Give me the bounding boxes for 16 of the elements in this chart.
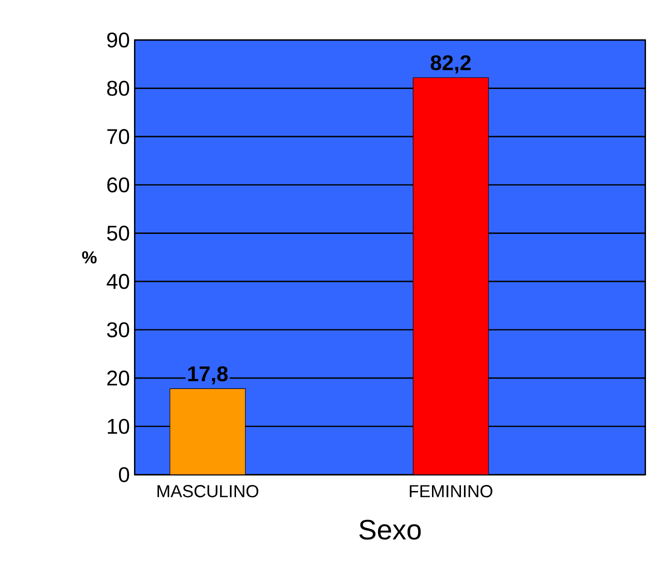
y-axis-title: % — [82, 251, 97, 264]
data-label: 17,8 — [188, 366, 228, 384]
y-tick-label: 0 — [118, 467, 130, 482]
x-tick-label: MASCULINO — [158, 485, 258, 498]
y-tick-label: 30 — [107, 322, 130, 338]
y-tick-label: 80 — [107, 80, 130, 96]
y-tick-label: 10 — [108, 418, 130, 434]
y-tick-label: 60 — [107, 177, 130, 192]
x-tick-label: FEMININO — [410, 485, 492, 498]
y-tick-label: 20 — [107, 370, 130, 386]
y-tick-label: 90 — [107, 32, 130, 48]
y-tick-label: 40 — [106, 274, 130, 290]
y-tick-label: 70 — [107, 129, 130, 144]
data-label: 82,2 — [430, 55, 471, 74]
y-tick-label: 50 — [107, 226, 130, 241]
x-axis-title: Sexo — [359, 520, 421, 540]
